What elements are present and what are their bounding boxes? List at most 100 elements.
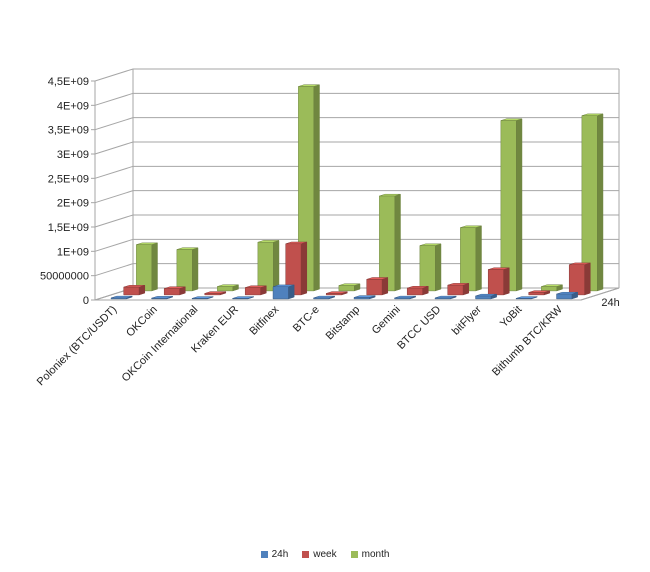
bar-side <box>192 247 199 292</box>
bar-front <box>434 297 451 300</box>
x-tick-label: Bitstamp <box>324 304 363 343</box>
bar-month <box>217 284 239 292</box>
bar-week <box>204 291 227 296</box>
bar-month <box>176 247 199 292</box>
gridline <box>94 214 620 228</box>
bar-front <box>151 297 168 300</box>
bar-front <box>123 286 140 296</box>
bar-24h <box>556 291 578 300</box>
legend-item-month: month <box>350 549 390 560</box>
gridline <box>94 92 620 106</box>
legend-swatch-month <box>350 551 358 558</box>
bar-front <box>325 293 342 296</box>
bar-side <box>381 277 389 296</box>
bar-side <box>584 262 591 296</box>
bar-side <box>516 118 523 292</box>
bar-side <box>435 243 442 292</box>
bar-front <box>338 285 355 292</box>
gridline <box>94 165 620 179</box>
depth-label: 24h <box>601 297 619 309</box>
bar-front <box>353 297 370 300</box>
bar-24h <box>515 296 538 300</box>
bar-month <box>379 193 401 292</box>
bar-24h <box>353 295 376 300</box>
gridline <box>94 68 620 82</box>
bar-front <box>313 297 330 300</box>
bar-front <box>272 286 289 300</box>
bar-side <box>288 284 295 300</box>
bar-24h <box>110 295 133 300</box>
x-tick-label: BTCC USD <box>395 304 443 352</box>
bar-side <box>475 225 482 292</box>
bar-month <box>257 240 280 292</box>
bar-front <box>379 195 396 292</box>
legend-label-week: week <box>313 549 337 560</box>
y-tick-label: 50000000 <box>40 271 89 283</box>
bar-front <box>244 287 261 296</box>
bar-side <box>597 113 604 292</box>
x-tick-label: bitFlyer <box>450 303 484 337</box>
bar-24h <box>475 293 497 300</box>
bars <box>110 84 604 300</box>
bar-week <box>528 290 551 296</box>
legend-swatch-24h <box>260 551 268 558</box>
gridline <box>94 141 620 155</box>
bar-week <box>447 283 470 296</box>
bar-front <box>460 227 477 292</box>
bar-24h <box>394 295 416 300</box>
bar-front <box>487 269 504 296</box>
gridline <box>94 190 620 204</box>
y-tick-label: 2E+09 <box>57 198 89 210</box>
bar-side <box>394 193 401 292</box>
bar-24h <box>232 296 254 300</box>
x-tick-label: Bithumb BTC/KRW <box>490 303 565 378</box>
bar-month <box>581 113 604 292</box>
bar-week <box>406 285 429 296</box>
bar-front <box>285 243 302 296</box>
bar-24h <box>191 296 214 300</box>
bar-front <box>406 287 423 296</box>
bar-side <box>151 242 158 292</box>
bar-24h <box>434 295 457 300</box>
gridlines: 0 50000000 1E+09 1,5E+09 2E+09 2,5E+09 3E+09 3,… <box>40 68 620 307</box>
x-tick-label: Gemini <box>370 304 403 337</box>
x-tick-label: Bitfinex <box>247 303 281 337</box>
bar-front <box>163 288 180 296</box>
bar-front <box>217 286 234 292</box>
bar-front <box>475 295 492 300</box>
bar-24h <box>313 295 335 300</box>
x-tick-label: OKCoin <box>124 304 160 340</box>
bar-front <box>447 284 464 296</box>
y-tick-label: 4,5E+09 <box>48 76 89 88</box>
bar-side <box>273 240 280 292</box>
bar-week <box>244 285 267 296</box>
x-tick-label: Poloniex (BTC/USDT) <box>35 304 120 389</box>
bar-24h <box>151 296 173 300</box>
bar-month <box>541 284 563 292</box>
legend-label-month: month <box>361 549 390 560</box>
bar-week <box>163 286 186 296</box>
bar-front <box>136 244 153 292</box>
bar-front <box>394 297 411 300</box>
bar-front <box>257 241 274 292</box>
legend: 24h week month <box>0 549 650 560</box>
bar-front <box>419 245 436 292</box>
gridline <box>94 238 620 252</box>
bar-front <box>176 249 193 292</box>
bar-week <box>487 267 510 296</box>
bar-month <box>500 118 523 292</box>
bar-front <box>298 86 315 292</box>
bar-front <box>541 286 558 292</box>
bar-month <box>460 225 482 292</box>
bar-week <box>568 262 591 296</box>
bar-week <box>366 277 389 296</box>
bar-month <box>136 242 158 292</box>
bar-front <box>110 297 127 300</box>
bar-month <box>338 283 361 292</box>
y-tick-label: 1,5E+09 <box>48 222 89 234</box>
y-tick-label: 4E+09 <box>57 100 89 112</box>
bar-month <box>298 84 320 292</box>
